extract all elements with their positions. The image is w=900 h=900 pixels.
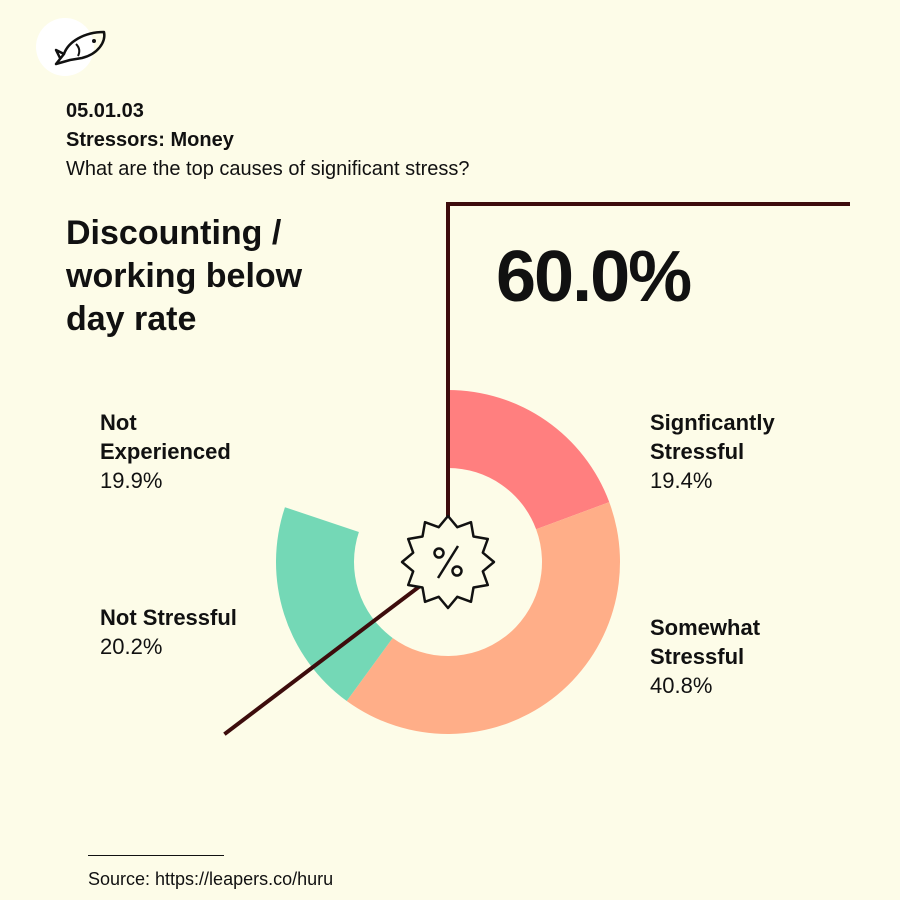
percent-badge-icon — [400, 514, 496, 610]
chart-title: Discounting / working below day rate — [66, 214, 303, 338]
label-name: Somewhat Stressful — [650, 615, 761, 669]
segment-significantly-stressful — [448, 390, 610, 530]
segment-somewhat-stressful — [346, 502, 620, 734]
label-name: Signficantly Stressful — [650, 410, 775, 464]
label-somewhat-stressful: Somewhat Stressful 40.8% — [650, 613, 810, 700]
headline-value: 60.0% — [496, 237, 692, 317]
source-divider — [88, 855, 224, 856]
fish-icon — [54, 30, 106, 66]
section-code: 05.01.03 — [66, 100, 144, 122]
label-value: 19.4% — [650, 468, 713, 493]
secondary-pointer-line — [223, 583, 423, 736]
label-value: 19.9% — [100, 468, 163, 493]
label-name: Not Stressful — [100, 605, 237, 630]
category-title: Stressors: Money — [66, 129, 234, 151]
segment-not-stressful — [276, 507, 393, 702]
label-not-experienced: Not Experienced 19.9% — [100, 408, 260, 495]
question-text: What are the top causes of significant s… — [66, 158, 470, 180]
headline-pointer-line — [446, 202, 850, 522]
label-name: Not Experienced — [100, 410, 231, 464]
logo-badge — [36, 18, 94, 76]
label-not-stressful: Not Stressful 20.2% — [100, 603, 260, 661]
source-link[interactable]: Source: https://leapers.co/huru — [88, 869, 334, 889]
label-significantly-stressful: Signficantly Stressful 19.4% — [650, 408, 810, 495]
label-value: 20.2% — [100, 634, 163, 659]
label-value: 40.8% — [650, 673, 713, 698]
